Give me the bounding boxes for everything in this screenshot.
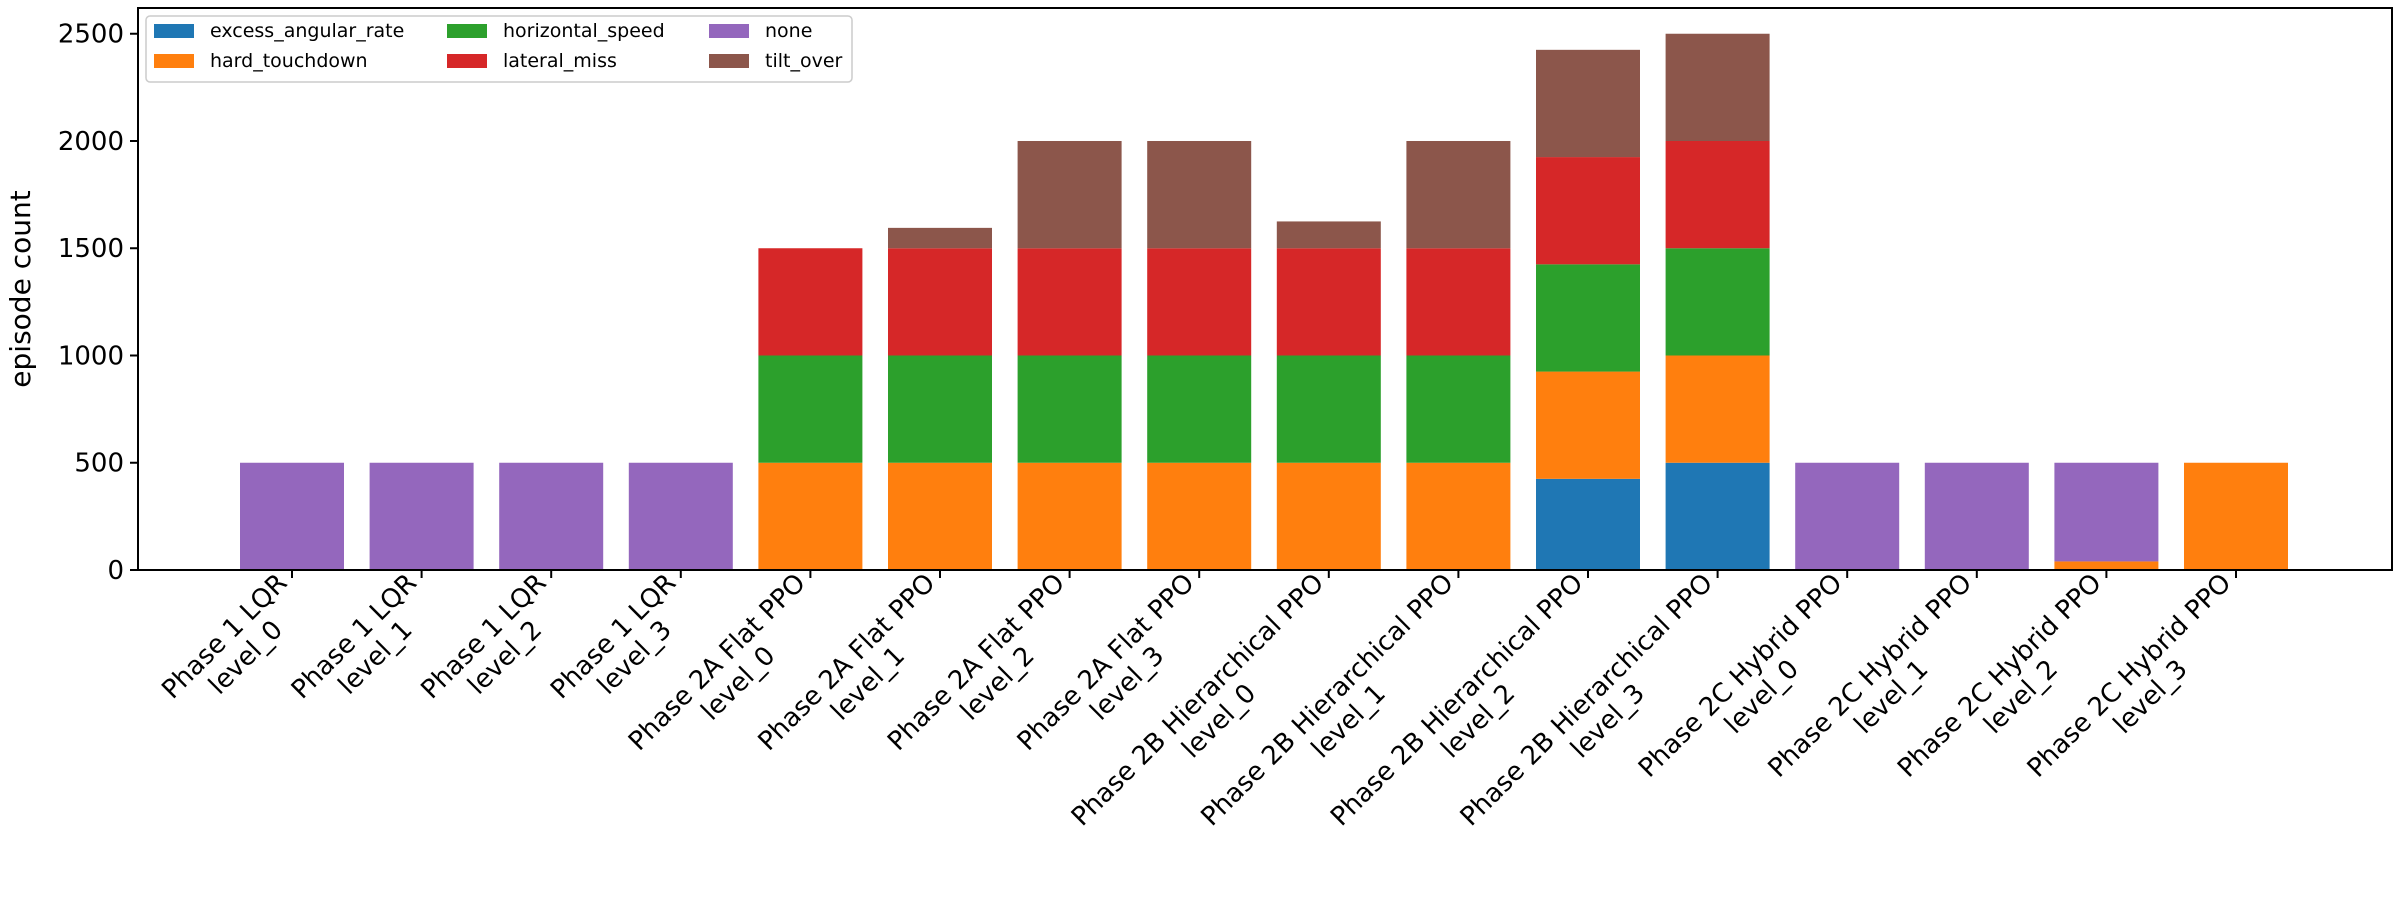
bar-lateral_miss-11 bbox=[1665, 140, 1770, 249]
y-tick-label: 1000 bbox=[58, 341, 124, 371]
bar-lateral_miss-4 bbox=[758, 248, 863, 356]
bar-hard_touchdown-14 bbox=[2054, 561, 2159, 570]
legend-swatch-horizontal_speed bbox=[447, 24, 487, 38]
bar-horizontal_speed-4 bbox=[758, 355, 863, 463]
y-tick-label: 1500 bbox=[58, 234, 124, 264]
legend-label-horizontal_speed: horizontal_speed bbox=[503, 20, 665, 42]
bar-none-1 bbox=[369, 462, 474, 570]
y-axis-label: episode count bbox=[4, 190, 37, 387]
bar-hard_touchdown-11 bbox=[1665, 355, 1770, 463]
y-tick-label: 2500 bbox=[58, 20, 124, 50]
bar-hard_touchdown-15 bbox=[2184, 462, 2288, 570]
legend-label-hard_touchdown: hard_touchdown bbox=[210, 50, 368, 72]
y-tick-label: 0 bbox=[107, 556, 124, 586]
x-tick-label: Phase 1 LQRlevel_1 bbox=[286, 568, 444, 726]
bar-none-3 bbox=[628, 462, 733, 570]
bar-tilt_over-9 bbox=[1406, 140, 1511, 249]
bar-none-13 bbox=[1924, 462, 2029, 570]
bar-excess_angular_rate-10 bbox=[1536, 478, 1640, 570]
legend-swatch-lateral_miss bbox=[447, 54, 487, 68]
bar-lateral_miss-8 bbox=[1276, 248, 1381, 356]
bar-lateral_miss-5 bbox=[888, 248, 992, 356]
x-tick-label: Phase 1 LQRlevel_0 bbox=[156, 568, 314, 726]
legend-swatch-excess_angular_rate bbox=[154, 24, 194, 38]
bar-excess_angular_rate-11 bbox=[1665, 462, 1770, 570]
y-tick-label: 500 bbox=[74, 449, 124, 479]
legend-label-none: none bbox=[765, 20, 812, 42]
bar-tilt_over-6 bbox=[1017, 140, 1122, 249]
x-tick-label: Phase 1 LQRlevel_2 bbox=[416, 568, 574, 726]
bar-hard_touchdown-10 bbox=[1536, 371, 1640, 479]
bar-tilt_over-7 bbox=[1147, 140, 1252, 249]
legend-label-lateral_miss: lateral_miss bbox=[503, 50, 617, 72]
bar-tilt_over-11 bbox=[1665, 33, 1770, 141]
bar-none-12 bbox=[1795, 462, 1900, 570]
bar-horizontal_speed-10 bbox=[1536, 264, 1640, 372]
bar-horizontal_speed-8 bbox=[1276, 355, 1381, 463]
bar-horizontal_speed-11 bbox=[1665, 248, 1770, 356]
bar-tilt_over-5 bbox=[888, 227, 992, 249]
bar-hard_touchdown-7 bbox=[1147, 462, 1252, 570]
bar-tilt_over-8 bbox=[1276, 221, 1381, 249]
legend: excess_angular_rate hard_touchdown horizon… bbox=[145, 15, 853, 83]
bar-none-0 bbox=[240, 462, 344, 570]
bar-hard_touchdown-6 bbox=[1017, 462, 1122, 570]
legend-swatch-none bbox=[709, 24, 749, 38]
bar-hard_touchdown-8 bbox=[1276, 462, 1381, 570]
bar-none-14 bbox=[2054, 462, 2159, 562]
legend-frame bbox=[145, 15, 853, 83]
bar-lateral_miss-6 bbox=[1017, 248, 1122, 356]
bar-horizontal_speed-9 bbox=[1406, 355, 1511, 463]
legend-label-excess_angular_rate: excess_angular_rate bbox=[210, 20, 404, 42]
bar-hard_touchdown-9 bbox=[1406, 462, 1511, 570]
legend-swatch-tilt_over bbox=[709, 54, 749, 68]
bar-none-2 bbox=[499, 462, 604, 570]
bar-lateral_miss-7 bbox=[1147, 248, 1252, 356]
bar-hard_touchdown-5 bbox=[888, 462, 992, 570]
legend-swatch-hard_touchdown bbox=[154, 54, 194, 68]
bar-hard_touchdown-4 bbox=[758, 462, 863, 570]
plot-frame bbox=[137, 7, 2393, 571]
y-tick-label: 2000 bbox=[58, 127, 124, 157]
bar-lateral_miss-10 bbox=[1536, 157, 1640, 265]
bar-horizontal_speed-5 bbox=[888, 355, 992, 463]
legend-label-tilt_over: tilt_over bbox=[765, 50, 843, 72]
bar-tilt_over-10 bbox=[1536, 49, 1640, 158]
bars-layer bbox=[240, 33, 2288, 570]
bar-horizontal_speed-7 bbox=[1147, 355, 1252, 463]
bar-horizontal_speed-6 bbox=[1017, 355, 1122, 463]
bar-lateral_miss-9 bbox=[1406, 248, 1511, 356]
